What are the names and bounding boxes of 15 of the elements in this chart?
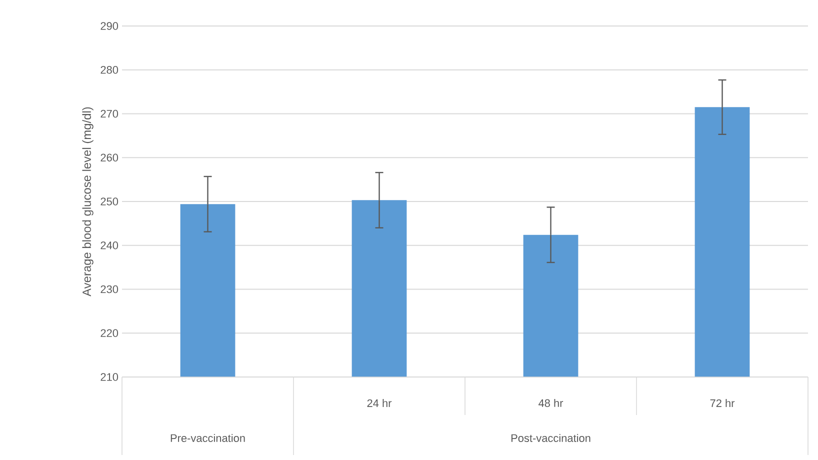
y-tick-label: 270 <box>100 110 118 118</box>
y-tick-label: 220 <box>100 329 118 337</box>
y-tick-label: 280 <box>100 66 118 74</box>
y-tick-label: 230 <box>100 285 118 294</box>
y-tick-label: 260 <box>100 154 118 162</box>
y-tick-label: 210 <box>100 373 118 381</box>
x-tick-label: 72 hr <box>710 399 735 407</box>
y-tick-label: 250 <box>100 198 118 206</box>
y-axis-title: Average blood glucose level (mg/dl) <box>82 107 94 296</box>
text: Pre-vaccination <box>170 434 245 442</box>
y-tick-label: 290 <box>100 22 118 30</box>
x-tick-label: 24 hr <box>367 399 392 407</box>
y-tick-label: 240 <box>100 241 118 250</box>
x-tick-label: 48 hr <box>538 398 564 408</box>
text: Post-vaccination <box>511 434 590 442</box>
